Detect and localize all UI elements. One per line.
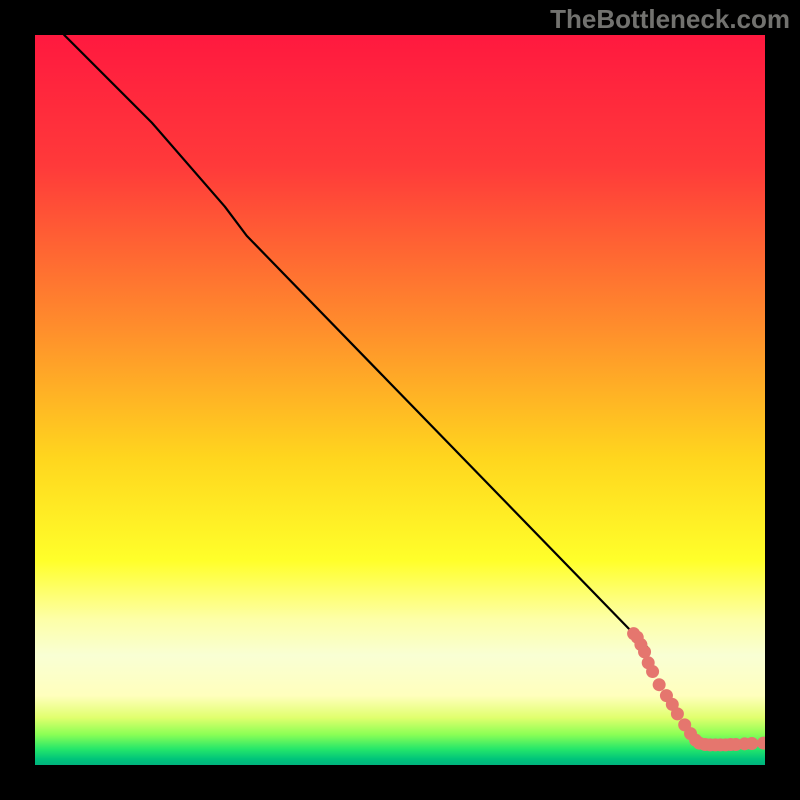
- scatter-point: [671, 707, 684, 720]
- scatter-point: [745, 737, 758, 750]
- chart-frame: TheBottleneck.com: [0, 0, 800, 800]
- scatter-point: [653, 678, 666, 691]
- gradient-background: [35, 35, 765, 765]
- plot-svg: [35, 35, 765, 765]
- scatter-point: [646, 665, 659, 678]
- watermark-text: TheBottleneck.com: [550, 4, 790, 35]
- plot-area: [35, 35, 765, 765]
